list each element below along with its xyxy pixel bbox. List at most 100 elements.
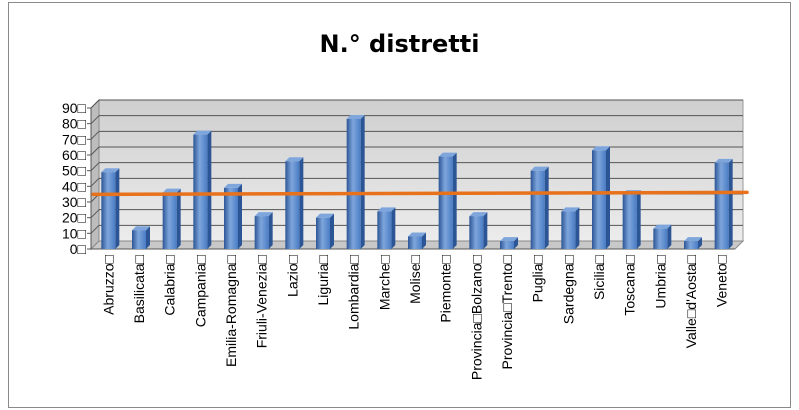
bar xyxy=(500,237,518,249)
bar-top xyxy=(316,213,334,218)
bar xyxy=(408,232,426,249)
bar-front xyxy=(285,161,300,249)
gridline-side xyxy=(90,224,100,234)
bar-side xyxy=(575,207,580,249)
bar-front xyxy=(132,230,146,249)
y-tick-label: 20□ xyxy=(62,210,87,226)
bar-top xyxy=(101,168,120,173)
bar xyxy=(346,114,365,249)
bar xyxy=(101,168,120,249)
bar xyxy=(285,157,304,249)
x-tick-label: Marche□ xyxy=(376,254,392,310)
bar-side xyxy=(299,157,304,249)
bar xyxy=(254,212,273,249)
bar-front xyxy=(162,192,177,249)
x-tick-label: Molise□ xyxy=(407,254,423,303)
bar-side xyxy=(360,114,365,249)
bar-top xyxy=(438,152,457,157)
x-tick-label: Abruzzo□ xyxy=(100,254,116,314)
bar xyxy=(162,188,181,249)
x-tick-label: Sicilia□ xyxy=(591,254,607,300)
bar-front xyxy=(500,241,514,249)
x-tick-label: Veneto□ xyxy=(714,254,730,307)
gridline-side xyxy=(90,115,100,125)
bar-side xyxy=(514,237,518,249)
bar-top xyxy=(193,130,212,135)
bar xyxy=(684,237,702,249)
bar-top xyxy=(408,232,426,237)
x-tick-label: Valle□d'Aosta□ xyxy=(683,254,699,348)
bar-top xyxy=(224,183,242,188)
bar-side xyxy=(728,158,733,249)
bar-side xyxy=(606,146,610,249)
bar-front xyxy=(377,211,392,249)
x-tick-label: Lazio□ xyxy=(284,254,300,296)
y-tick-label: 60□ xyxy=(62,147,87,163)
gridline-side xyxy=(90,209,100,219)
bar xyxy=(132,226,150,249)
bar-top xyxy=(254,212,273,217)
bar-top xyxy=(530,166,549,171)
bar-top xyxy=(500,237,518,242)
bar-side xyxy=(115,168,120,249)
x-tick-label: Provincia□Bolzano□ xyxy=(468,254,484,380)
bar xyxy=(224,183,242,249)
y-tick-label: 50□ xyxy=(62,163,87,179)
bar xyxy=(622,190,641,249)
bar-top xyxy=(592,146,610,151)
bar xyxy=(653,224,672,249)
y-tick-label: 40□ xyxy=(62,178,87,194)
bar xyxy=(592,146,610,249)
bar-front xyxy=(530,170,545,249)
x-tick-label: Friuli-Venezia□ xyxy=(254,254,270,348)
bar-side xyxy=(544,166,549,249)
bar-side xyxy=(176,188,181,249)
bar xyxy=(316,213,334,249)
bar-top xyxy=(469,212,488,217)
bar-side xyxy=(636,190,641,249)
y-tick-label: 70□ xyxy=(62,131,87,147)
bar-side xyxy=(330,213,334,249)
bar-front xyxy=(193,134,208,249)
x-tick-label: Emilia-Romagna□ xyxy=(223,254,239,366)
y-tick-label: 80□ xyxy=(62,116,87,132)
bar-top xyxy=(285,157,304,162)
bar xyxy=(469,212,488,249)
bar-front xyxy=(684,241,698,249)
bar-side xyxy=(483,212,488,249)
bar-front xyxy=(316,217,330,249)
bar xyxy=(530,166,549,249)
bar-top xyxy=(684,237,702,242)
bar-side xyxy=(268,212,273,249)
gridline-side xyxy=(90,130,100,140)
x-tick-label: Puglia□ xyxy=(530,254,546,302)
gridline-side xyxy=(90,99,100,109)
x-tick-label: Calabria□ xyxy=(162,254,178,315)
bar-side xyxy=(452,152,457,249)
bar-front xyxy=(714,162,729,249)
bar-top xyxy=(653,224,672,229)
bar-front xyxy=(101,172,116,249)
gridline-side xyxy=(90,177,100,187)
bar-front xyxy=(561,211,576,249)
bar-side xyxy=(698,237,702,249)
bar-top xyxy=(162,188,181,193)
bar-front xyxy=(438,156,453,249)
bar-front xyxy=(254,216,269,249)
bar-front xyxy=(346,118,361,249)
bar-front xyxy=(653,228,668,249)
bar-side xyxy=(207,130,212,249)
bar-top xyxy=(377,207,396,212)
bar-side xyxy=(238,183,242,249)
y-tick-label: 30□ xyxy=(62,194,87,210)
y-tick-label: 10□ xyxy=(62,225,87,241)
bar-side xyxy=(146,226,150,249)
bar-side xyxy=(391,207,396,249)
bar xyxy=(714,158,733,249)
bar-top xyxy=(561,207,580,212)
bar-side xyxy=(422,232,426,249)
bar-side xyxy=(667,224,672,249)
x-tick-label: Liguria□ xyxy=(315,254,331,305)
x-tick-label: Lombardia□ xyxy=(346,254,362,329)
